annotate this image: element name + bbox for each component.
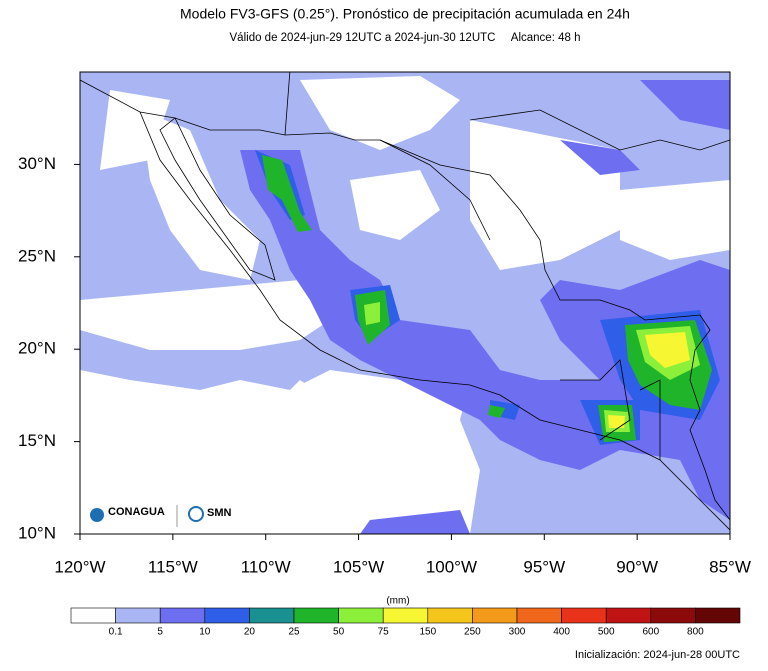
coastlines [80, 72, 730, 531]
colorbar-level: 75 [378, 627, 390, 638]
colorbar-swatch [70, 607, 116, 624]
colorbar-label: (mm) [386, 596, 409, 607]
colorbar-swatch [650, 607, 696, 624]
colorbar-swatch [427, 607, 473, 624]
x-tick-label: 90°W [616, 557, 658, 576]
colorbar-swatch [338, 607, 384, 624]
x-tick-label: 100°W [426, 557, 477, 576]
footer: Inicialización: 2024-jun-28 00UTC [575, 649, 740, 661]
colorbar-swatch [159, 607, 206, 624]
y-tick-label: 10°N [18, 523, 56, 542]
colorbar-swatch [382, 607, 429, 624]
colorbar-level: 25 [288, 627, 300, 638]
y-tick-label: 15°N [18, 431, 56, 450]
colorbar-swatch [516, 607, 562, 624]
x-tick-label: 120°W [54, 557, 105, 576]
colorbar-swatch [293, 607, 339, 624]
x-tick-label: 95°W [523, 557, 565, 576]
map-frame [79, 71, 731, 535]
colorbar-level: 800 [687, 627, 704, 638]
y-tick-label: 30°N [18, 154, 56, 173]
colorbar-swatch [561, 607, 607, 624]
logo-box [84, 500, 244, 532]
chart-subtitle: Válido de 2024-jun-29 12UTC a 2024-jun-3… [230, 32, 581, 44]
logo-conagua: CONAGUA [108, 506, 165, 518]
colorbar-level: 150 [419, 627, 436, 638]
x-tick-label: 105°W [333, 557, 384, 576]
x-tick-label: 115°W [148, 557, 198, 576]
precip-field [80, 72, 730, 534]
colorbar-level: 0.1 [109, 627, 123, 638]
colorbar-swatch [204, 607, 250, 624]
colorbar-level: 300 [509, 627, 526, 638]
colorbar-swatch [605, 607, 652, 624]
colorbar-swatch [115, 607, 161, 624]
logo-smn: SMN [207, 507, 232, 519]
colorbar-swatch [695, 607, 741, 624]
colorbar-level: 500 [598, 627, 615, 638]
chart-title: Modelo FV3-GFS (0.25°). Pronóstico de pr… [180, 6, 630, 22]
y-tick-label: 25°N [18, 246, 56, 265]
colorbar-level: 250 [464, 627, 481, 638]
logo-icon [188, 506, 204, 522]
colorbar-swatch [472, 607, 518, 624]
colorbar-level: 5 [157, 627, 163, 638]
colorbar-level: 600 [642, 627, 659, 638]
colorbar-level: 20 [244, 627, 256, 638]
x-tick-label: 85°W [709, 557, 751, 576]
y-tick-label: 20°N [18, 339, 56, 358]
colorbar-level: 50 [333, 627, 345, 638]
colorbar-swatch [249, 607, 295, 624]
colorbar-level: 10 [199, 627, 211, 638]
logos: CONAGUA SMN [84, 500, 244, 532]
x-tick-label: 110°W [241, 557, 291, 576]
logo-icon [90, 508, 104, 522]
colorbar-level: 400 [553, 627, 570, 638]
